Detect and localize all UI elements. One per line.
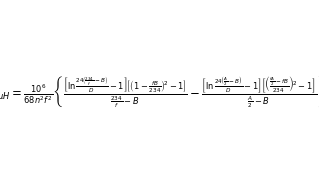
Text: $L_{\mu H} = \frac{10^6}{68n^2 f^2}\left\{\frac{\left[\ln\frac{24\!\left(\frac{2: $L_{\mu H} = \frac{10^6}{68n^2 f^2}\left… bbox=[0, 75, 319, 110]
